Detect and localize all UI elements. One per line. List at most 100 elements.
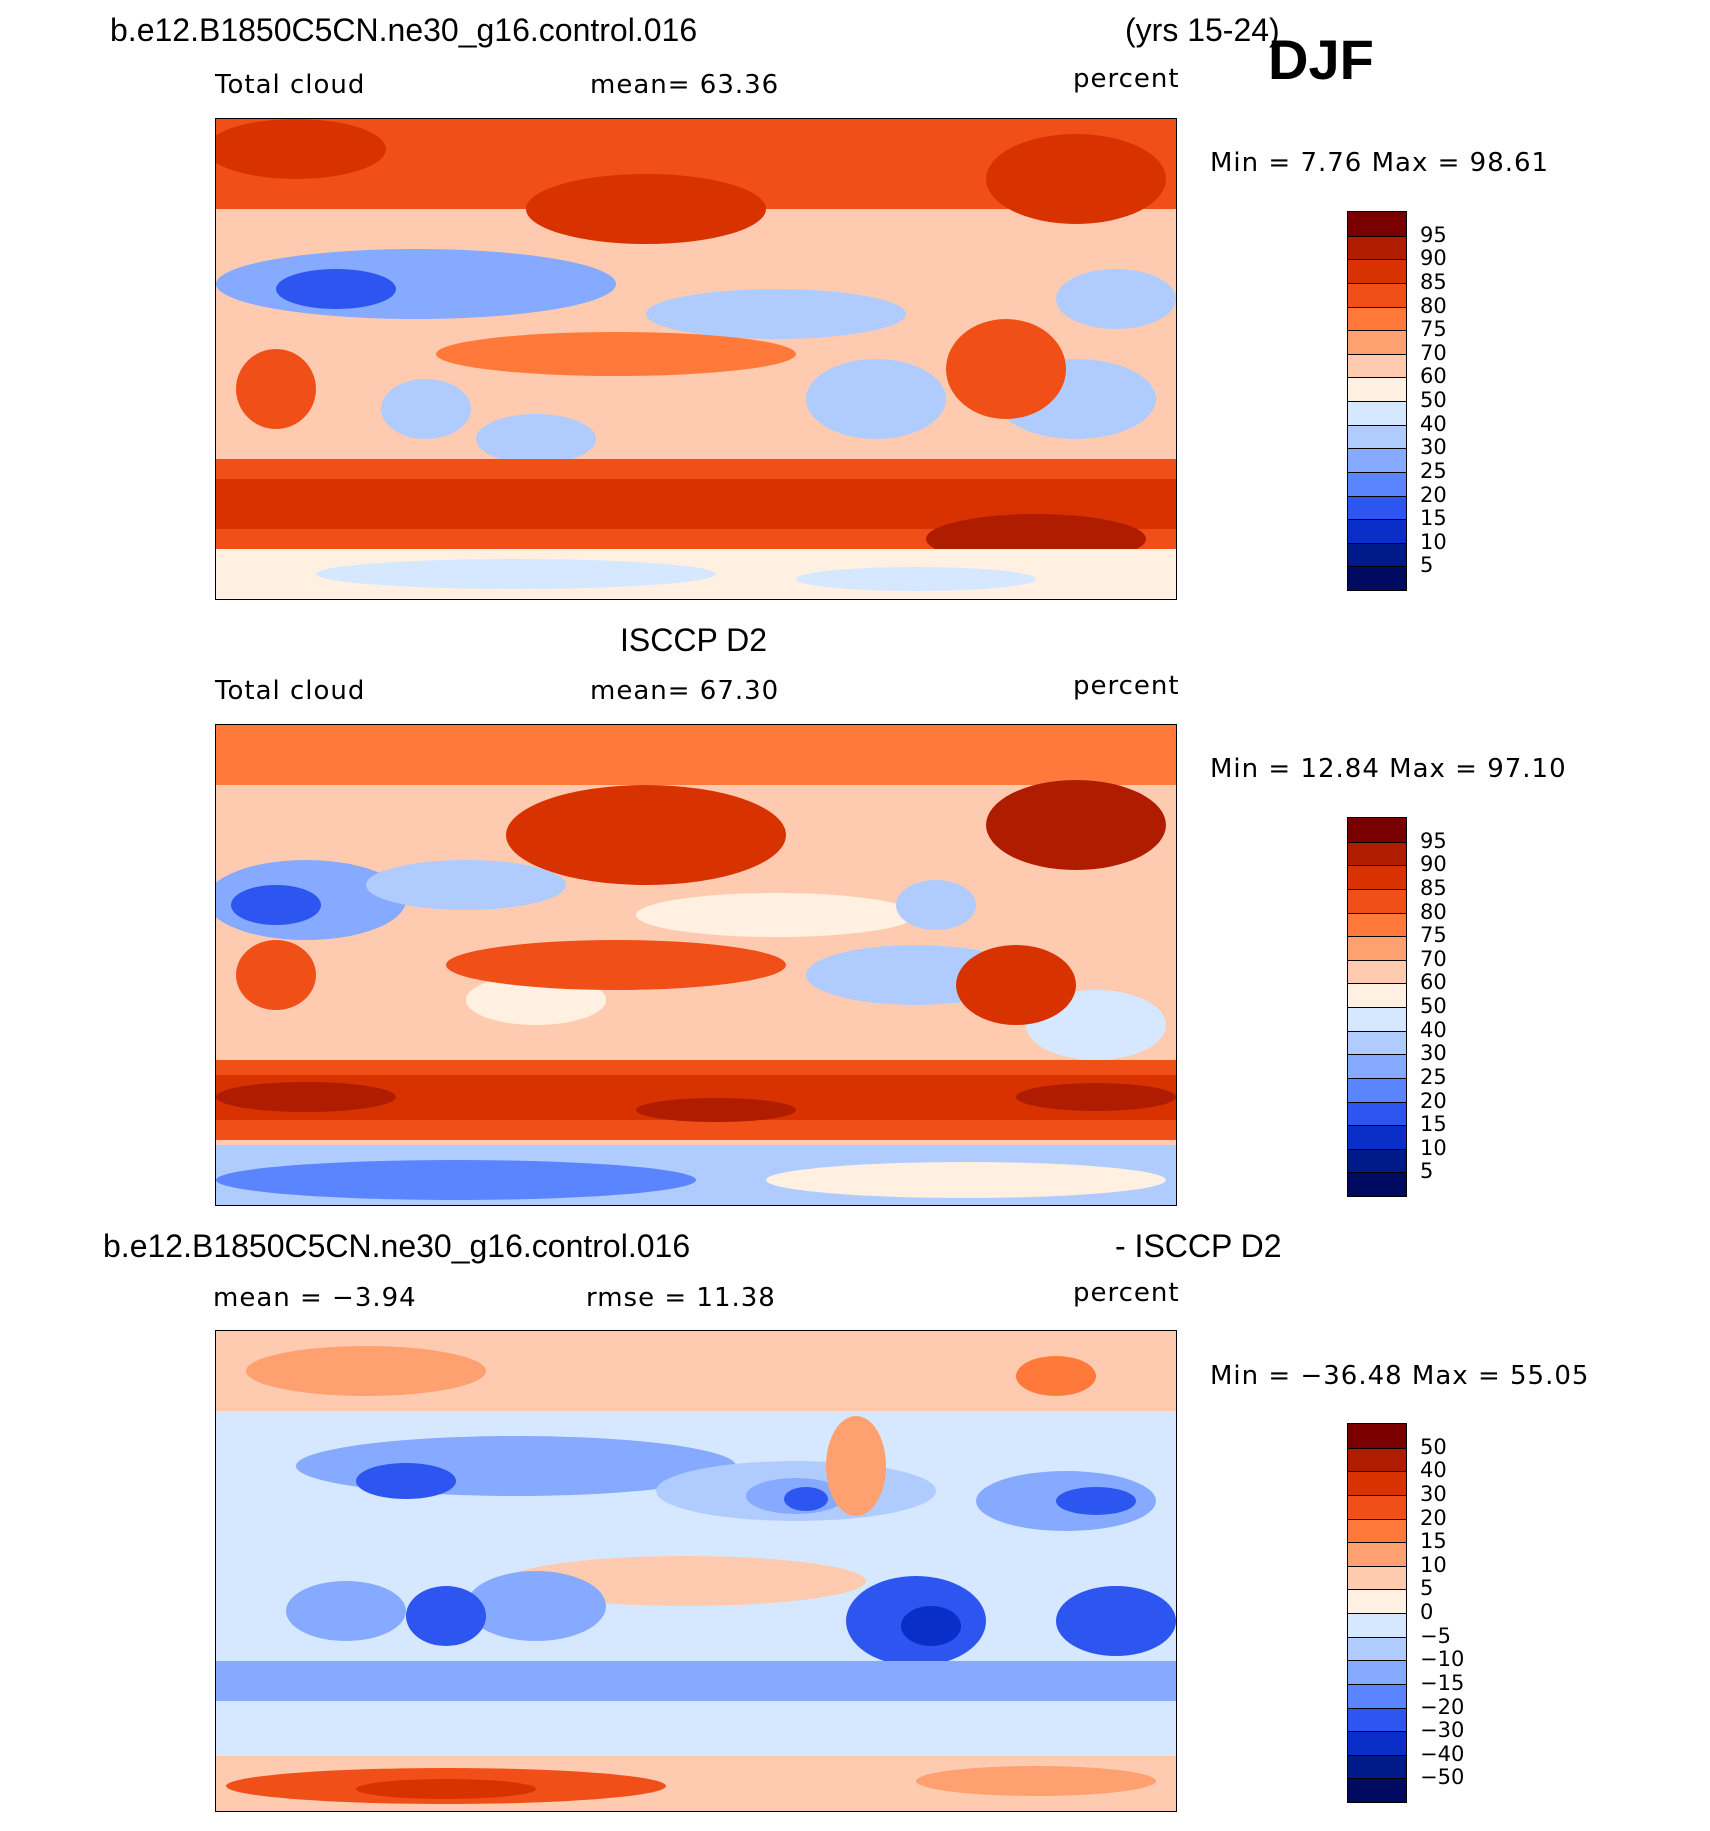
colorbar-segment (1348, 1471, 1406, 1495)
colorbar-segment (1348, 1125, 1406, 1149)
colorbar-segment (1348, 1683, 1406, 1708)
panel2-map (215, 724, 1177, 1206)
colorbar-tick-label: 40 (1420, 411, 1447, 436)
colorbar-tick-label: 30 (1420, 1481, 1447, 1506)
panel1-minmax: Min = 7.76 Max = 98.61 (1210, 148, 1550, 178)
colorbar-segment (1348, 519, 1406, 543)
panel3-map-field (216, 1331, 1176, 1811)
colorbar-segment (1348, 1754, 1406, 1779)
colorbar-tick-label: 85 (1420, 269, 1447, 294)
colorbar-tick-label: 15 (1420, 506, 1447, 531)
colorbar-tick-label: 90 (1420, 852, 1447, 877)
panel1-mean: mean= 63.36 (590, 70, 780, 100)
panel2-map-field (216, 725, 1176, 1205)
colorbar-segment (1348, 1494, 1406, 1519)
colorbar-tick-label: 25 (1420, 1064, 1447, 1089)
colorbar-tick-label: −15 (1420, 1670, 1465, 1695)
colorbar-segment (1348, 235, 1406, 260)
colorbar-segment (1348, 1707, 1406, 1732)
colorbar-segment (1348, 1007, 1406, 1031)
colorbar-segment (1348, 1636, 1406, 1661)
colorbar-segment (1348, 1077, 1406, 1102)
colorbar-segment (1348, 1447, 1406, 1472)
colorbar-segment (1348, 282, 1406, 307)
panel1-colorbar (1347, 211, 1407, 591)
colorbar-tick-label: −50 (1420, 1765, 1465, 1790)
colorbar-segment (1348, 1518, 1406, 1543)
colorbar-tick-label: 30 (1420, 1041, 1447, 1066)
colorbar-tick-label: 70 (1420, 340, 1447, 365)
colorbar-tick-label: 40 (1420, 1017, 1447, 1042)
colorbar-tick-label: 10 (1420, 1552, 1447, 1577)
colorbar-segment (1348, 936, 1406, 960)
colorbar-segment (1348, 959, 1406, 984)
colorbar-tick-label: 50 (1420, 1434, 1447, 1459)
colorbar-segment (1348, 983, 1406, 1007)
colorbar-tick-label: 20 (1420, 1505, 1447, 1530)
colorbar-tick-label: 95 (1420, 828, 1447, 853)
colorbar-tick-label: 50 (1420, 388, 1447, 412)
colorbar-tick-label: 80 (1420, 899, 1447, 924)
colorbar-segment (1348, 1731, 1406, 1755)
colorbar-segment (1348, 1542, 1406, 1566)
panel3-colorbar (1347, 1423, 1407, 1803)
colorbar-segment (1348, 1613, 1406, 1637)
colorbar-tick-label: 80 (1420, 293, 1447, 318)
colorbar-segment (1348, 1424, 1406, 1448)
colorbar-tick-label: 30 (1420, 435, 1447, 460)
colorbar-segment (1348, 471, 1406, 496)
colorbar-tick-label: 60 (1420, 364, 1447, 389)
colorbar-tick-label: 60 (1420, 970, 1447, 995)
colorbar-segment (1348, 888, 1406, 913)
colorbar-segment (1348, 1565, 1406, 1590)
colorbar-tick-label: 85 (1420, 875, 1447, 900)
colorbar-segment (1348, 1030, 1406, 1055)
colorbar-tick-label: 15 (1420, 1112, 1447, 1137)
colorbar-segment (1348, 841, 1406, 866)
colorbar-segment (1348, 818, 1406, 842)
panel3-rmse: rmse = 11.38 (586, 1283, 776, 1313)
panel3-units: percent (1073, 1278, 1180, 1308)
colorbar-segment (1348, 865, 1406, 889)
panel1-variable: Total cloud (215, 70, 366, 100)
colorbar-segment (1348, 542, 1406, 567)
panel3-mean: mean = −3.94 (213, 1283, 417, 1313)
colorbar-segment (1348, 1778, 1406, 1802)
colorbar-segment (1348, 1148, 1406, 1173)
colorbar-segment (1348, 377, 1406, 401)
colorbar-segment (1348, 306, 1406, 331)
colorbar-tick-label: 5 (1420, 1576, 1434, 1601)
colorbar-tick-label: −5 (1420, 1623, 1451, 1648)
colorbar-segment (1348, 1172, 1406, 1196)
colorbar-segment (1348, 912, 1406, 937)
colorbar-tick-label: 5 (1420, 1159, 1434, 1184)
panel1-map (215, 118, 1177, 600)
colorbar-tick-label: 40 (1420, 1458, 1447, 1483)
colorbar-tick-label: −30 (1420, 1718, 1465, 1743)
panel2-variable: Total cloud (215, 676, 366, 706)
colorbar-segment (1348, 401, 1406, 425)
season-label: DJF (1268, 28, 1374, 91)
colorbar-segment (1348, 353, 1406, 378)
panel1-map-field (216, 119, 1176, 599)
colorbar-tick-label: 75 (1420, 317, 1447, 342)
panel2-colorbar (1347, 817, 1407, 1197)
colorbar-tick-label: 20 (1420, 482, 1447, 507)
panel3-title-left: b.e12.B1850C5CN.ne30_g16.control.016 (103, 1228, 691, 1264)
colorbar-segment (1348, 424, 1406, 449)
colorbar-tick-label: 0 (1420, 1600, 1434, 1624)
colorbar-tick-label: 20 (1420, 1088, 1447, 1113)
colorbar-segment (1348, 1660, 1406, 1684)
colorbar-tick-label: 10 (1420, 1135, 1447, 1160)
colorbar-segment (1348, 1589, 1406, 1613)
colorbar-segment (1348, 495, 1406, 520)
colorbar-segment (1348, 566, 1406, 590)
colorbar-tick-label: −10 (1420, 1647, 1465, 1672)
colorbar-segment (1348, 1101, 1406, 1126)
colorbar-tick-label: 10 (1420, 529, 1447, 554)
colorbar-tick-label: 50 (1420, 994, 1447, 1018)
colorbar-tick-label: −20 (1420, 1694, 1465, 1719)
colorbar-tick-label: 5 (1420, 553, 1434, 578)
colorbar-segment (1348, 212, 1406, 236)
colorbar-segment (1348, 330, 1406, 354)
